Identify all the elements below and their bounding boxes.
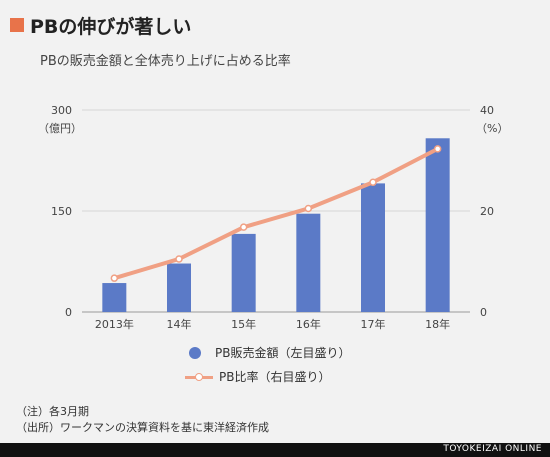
x-tick-label: 15年 [231, 317, 256, 331]
bar-2 [167, 263, 191, 312]
x-tick-label: 2013年 [95, 317, 134, 331]
chart-subtitle: PBの販売金額と全体売り上げに占める比率 [40, 54, 291, 69]
brand-label: TOYOKEIZAI ONLINE [443, 444, 542, 454]
title-row: PBの伸びが著しい [10, 10, 191, 40]
bar-3 [231, 233, 256, 312]
x-tick-label: 14年 [167, 317, 192, 331]
ratio-point-3 [239, 223, 248, 231]
y-left-unit: （億円） [38, 122, 82, 135]
note-fiscal: （注）各3月期 [16, 405, 89, 418]
bar-6 [425, 138, 450, 312]
y-left-tick-label: 0 [65, 306, 72, 319]
y-right-unit: （%） [476, 122, 508, 135]
y-right-tick-label: 20 [480, 205, 494, 218]
x-tick-label: 16年 [296, 317, 321, 331]
note-source: （出所）ワークマンの決算資料を基に東洋経済作成 [16, 421, 269, 434]
y-left-tick-label: 300 [51, 104, 72, 117]
title-marker [10, 18, 24, 32]
ratio-point-2 [175, 255, 183, 263]
legend-bar-swatch [189, 346, 201, 359]
bar-1 [102, 283, 127, 312]
y-right-tick-label: 0 [480, 306, 487, 319]
source-notes: （注）各3月期 （出所）ワークマンの決算資料を基に東洋経済作成 [16, 404, 269, 436]
x-tick-label: 17年 [361, 317, 386, 331]
legend-line-label: PB比率（右目盛り） [219, 370, 331, 384]
bar-5 [361, 183, 385, 312]
y-right-tick-label: 40 [480, 104, 494, 117]
legend-bar-label: PB販売金額（左目盛り） [215, 346, 351, 360]
legend-item-bar: PB販売金額（左目盛り） [185, 344, 350, 361]
bar-4 [296, 213, 321, 312]
footer-bar: TOYOKEIZAI ONLINE [0, 443, 550, 457]
x-tick-label: 18年 [425, 317, 450, 331]
legend-line-swatch [185, 371, 213, 383]
ratio-point-6 [433, 145, 442, 153]
ratio-point-1 [110, 274, 119, 282]
y-left-tick-label: 150 [51, 205, 72, 218]
chart-title: PBの伸びが著しい [30, 15, 192, 38]
ratio-point-4 [304, 204, 313, 213]
ratio-line [113, 147, 439, 281]
legend-item-line: PB比率（右目盛り） [185, 368, 330, 385]
ratio-point-5 [369, 178, 377, 186]
chart: 0 150 300 0 20 40 （億円） （%） 2013年 14年 15年 16年 17年 18年 [38, 104, 508, 331]
